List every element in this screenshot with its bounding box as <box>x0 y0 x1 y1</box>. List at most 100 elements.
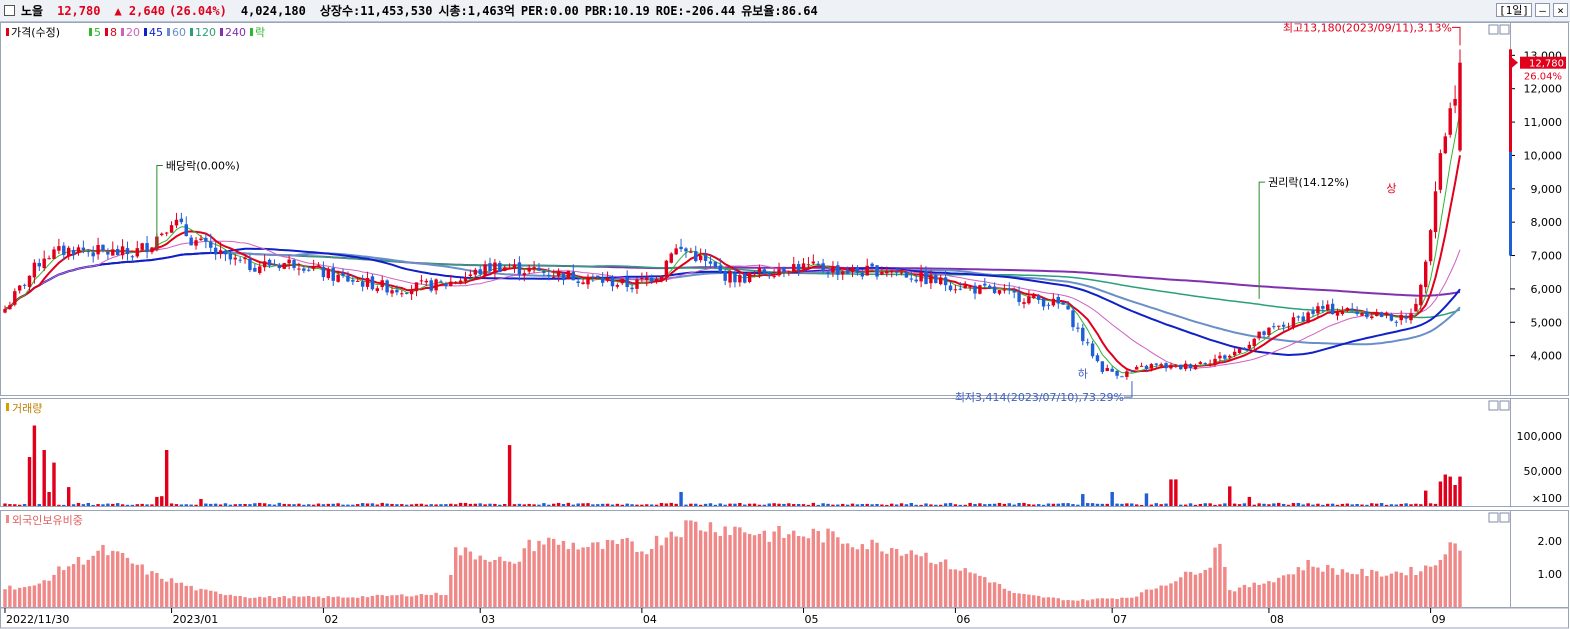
foreign-ratio-bar <box>860 544 865 607</box>
volume-bar <box>983 504 987 506</box>
legend-swatch <box>250 28 253 36</box>
volume-legend-swatch <box>6 403 9 411</box>
volume-bar <box>1164 503 1168 506</box>
select-checkbox[interactable] <box>4 5 15 16</box>
foreign-ratio-bar <box>1375 571 1379 607</box>
candle-body <box>963 285 967 289</box>
candle-body <box>1061 302 1065 305</box>
volume-bar <box>1085 503 1090 506</box>
volume-bar <box>625 503 629 506</box>
stock-chart[interactable]: 13,00012,00011,00010,0009,0008,0007,0006… <box>0 22 1570 629</box>
volume-bar <box>1414 503 1418 506</box>
volume-bar <box>76 502 81 506</box>
legend-item[interactable]: 120 <box>195 26 216 39</box>
panel-minimize-icon[interactable] <box>1488 400 1499 411</box>
volume-bar <box>258 502 262 506</box>
legend-item[interactable]: 240 <box>225 26 246 39</box>
volume-bar <box>1032 504 1036 506</box>
foreign-ratio-bar <box>625 537 629 607</box>
legend-item[interactable]: 45 <box>149 26 163 39</box>
candle-body <box>1159 364 1163 366</box>
candle-body <box>282 263 286 269</box>
legend-item[interactable]: 60 <box>172 26 186 39</box>
foreign-ratio-bar <box>1046 597 1051 607</box>
volume-bar <box>1340 503 1345 506</box>
volume-bar <box>968 502 972 506</box>
volume-bar <box>356 504 360 506</box>
candle-body <box>1164 363 1168 369</box>
foreign-ratio-bar <box>1399 572 1403 607</box>
candle-body <box>1360 313 1364 316</box>
panel-minimize-icon[interactable] <box>1488 512 1499 523</box>
legend-item[interactable]: 5 <box>94 26 101 39</box>
foreign-ratio-bar <box>86 559 90 607</box>
legend-item[interactable]: 20 <box>126 26 140 39</box>
volume-bar <box>346 504 350 506</box>
minimize-icon[interactable]: – <box>1535 3 1550 17</box>
candle-body <box>1100 361 1105 372</box>
volume-bar <box>845 504 850 506</box>
panel-close-icon[interactable] <box>1499 400 1510 411</box>
limit-down-mark: 하 <box>1078 367 1088 381</box>
volume-bar <box>943 503 948 506</box>
volume-bar <box>1330 503 1335 506</box>
foreign-ratio-bar <box>581 547 585 607</box>
volume-bar <box>934 504 938 506</box>
foreign-ratio-bar <box>473 559 478 607</box>
volume-bar <box>1409 504 1413 506</box>
candle-body <box>223 250 228 255</box>
price-y-tick-label: 10,000 <box>1524 149 1563 162</box>
current-price-tag <box>1520 56 1566 69</box>
candle-body <box>1179 364 1183 370</box>
foreign-ratio-bar <box>1051 597 1056 607</box>
volume-bar <box>449 503 453 506</box>
x-tick-label: 05 <box>805 613 819 626</box>
period-selector[interactable]: [1일] <box>1496 3 1532 17</box>
foreign-ratio-bar <box>787 534 791 607</box>
candle-body <box>674 248 678 255</box>
candle-body <box>331 267 335 281</box>
close-icon[interactable]: × <box>1553 3 1568 17</box>
price-y-tick-label: 4,000 <box>1531 350 1563 363</box>
volume-bar <box>1081 494 1085 506</box>
candle-body <box>150 247 154 253</box>
candle-body <box>1046 304 1051 306</box>
candle-body <box>1296 316 1301 318</box>
foreign-ratio-bar <box>1223 566 1227 607</box>
volume-bar <box>924 503 928 506</box>
candle-body <box>439 281 443 283</box>
volume-bar <box>527 503 531 506</box>
volume-bar <box>22 504 27 506</box>
candle-body <box>1272 326 1276 328</box>
volume-bar <box>850 503 855 506</box>
foreign-ratio-bar <box>483 559 487 607</box>
candle-body <box>600 277 605 283</box>
panel-close-icon[interactable] <box>1499 512 1510 523</box>
candle-body <box>645 277 649 280</box>
foreign-ratio-bar <box>302 596 306 607</box>
candle-body <box>983 283 987 286</box>
foreign-ratio-bar <box>1237 587 1242 607</box>
foreign-ratio-bar <box>155 573 159 607</box>
foreign-ratio-bar <box>351 597 355 607</box>
panel-close-icon[interactable] <box>1499 24 1510 35</box>
legend-item[interactable]: 락 <box>255 26 265 39</box>
legend-item[interactable]: 가격(수정) <box>11 26 60 39</box>
candle-body <box>669 253 673 263</box>
legend-item[interactable]: 8 <box>110 26 117 39</box>
volume-bar <box>836 504 840 506</box>
panel-minimize-icon[interactable] <box>1488 24 1499 35</box>
volume-panel-title[interactable]: 거래량 <box>12 402 42 415</box>
stock-name[interactable]: 노을 <box>21 4 44 18</box>
volume-bar <box>1036 504 1041 506</box>
candle-body <box>287 259 291 264</box>
volume-bar <box>1419 504 1423 506</box>
x-tick-label: 02 <box>324 613 338 626</box>
candle-body <box>292 260 296 268</box>
foreign-ratio-bar <box>356 597 360 607</box>
foreign-panel-title[interactable]: 외국인보유비중 <box>12 514 83 527</box>
candle-body <box>62 245 66 255</box>
candle-body <box>365 277 370 287</box>
volume-bar <box>331 503 335 506</box>
volume-bar <box>596 504 600 506</box>
